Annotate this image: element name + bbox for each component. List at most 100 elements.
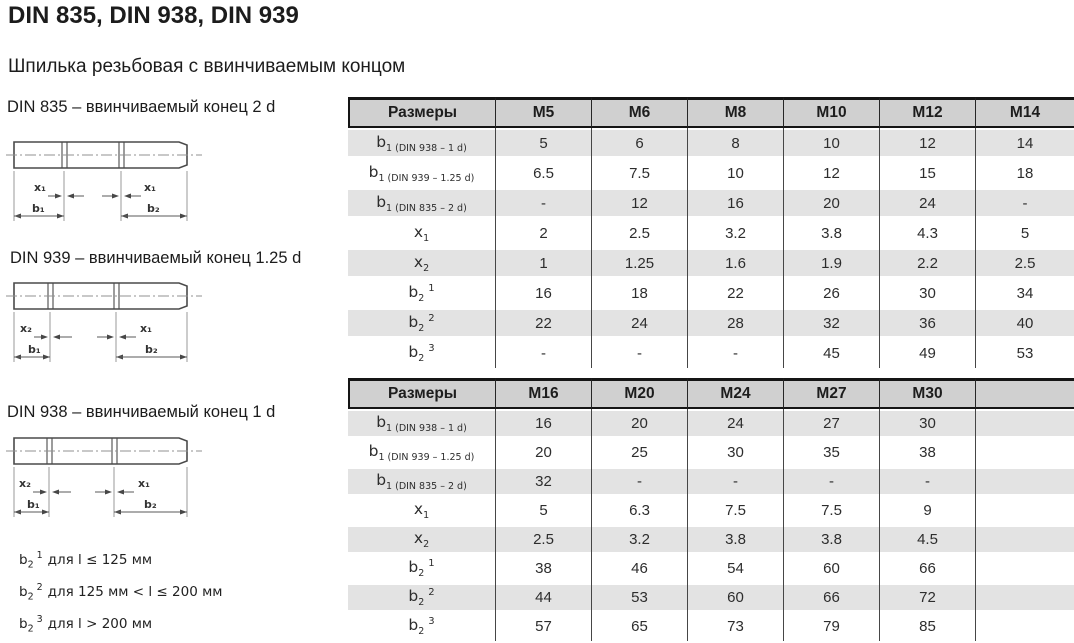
value-cell: 3.8: [784, 525, 880, 554]
value-cell: 36: [880, 308, 976, 338]
dim-label-b1: b₁: [27, 498, 40, 511]
value-cell: 73: [688, 612, 784, 641]
footnote-b2-3: b23 для l > 200 мм: [19, 614, 222, 643]
value-cell: 32: [496, 467, 592, 496]
value-cell: 16: [496, 278, 592, 308]
dim-label-b1: b₁: [28, 343, 41, 356]
value-cell: [976, 496, 1074, 525]
value-cell: 12: [592, 188, 688, 218]
footnote-symbol: b21: [19, 550, 43, 571]
value-cell: 20: [592, 409, 688, 438]
column-header: M30: [880, 378, 976, 409]
row-label: b21: [348, 554, 496, 583]
page-subtitle: Шпилька резьбовая с ввинчиваемым концом: [8, 56, 406, 77]
stud-outline: [6, 282, 202, 310]
value-cell: 20: [784, 188, 880, 218]
value-cell: 6: [592, 128, 688, 158]
value-cell: 2.5: [592, 218, 688, 248]
footnote-text: для l > 200 мм: [47, 615, 153, 632]
table-row: b1 (DIN 835 – 2 d) -12 16 20 24-: [348, 188, 1074, 218]
value-cell: 60: [784, 554, 880, 583]
column-header: M12: [880, 97, 976, 128]
value-cell: 38: [496, 554, 592, 583]
value-cell: 7.5: [688, 496, 784, 525]
stud-drawing-din835: x₁ x₁ b₁ b₂: [6, 141, 202, 221]
value-cell: -: [592, 467, 688, 496]
value-cell: 12: [880, 128, 976, 158]
stud-drawing-din938: x₂ x₁ b₁ b₂: [6, 437, 202, 517]
value-cell: 9: [880, 496, 976, 525]
value-cell: 30: [880, 278, 976, 308]
table-row: b1 (DIN 938 – 1 d) 16 20 24 27 30: [348, 409, 1074, 438]
value-cell: [976, 583, 1074, 612]
value-cell: -: [592, 338, 688, 368]
value-cell: 53: [592, 583, 688, 612]
value-cell: 16: [688, 188, 784, 218]
dim-label-b2: b₂: [144, 498, 157, 511]
value-cell: 15: [880, 158, 976, 188]
value-cell: 28: [688, 308, 784, 338]
dimension-lines: [13, 171, 188, 221]
value-cell: 3.2: [688, 218, 784, 248]
row-label: b1 (DIN 835 – 2 d): [348, 467, 496, 496]
dimensions-table-m5-m14: Размеры M5 M6 M8 M10 M12 M14 b1 (DIN 938 – 1 d)…: [348, 97, 1074, 368]
column-header: M6: [592, 97, 688, 128]
row-label: b21: [348, 278, 496, 308]
value-cell: 30: [688, 438, 784, 467]
footnote-symbol: b22: [19, 582, 43, 603]
dimension-lines: [13, 467, 188, 517]
column-header: M16: [496, 378, 592, 409]
value-cell: 38: [880, 438, 976, 467]
table-row: b1 (DIN 835 – 2 d) 32- - - -: [348, 467, 1074, 496]
value-cell: 8: [688, 128, 784, 158]
value-cell: 2.2: [880, 248, 976, 278]
value-cell: 1.25: [592, 248, 688, 278]
value-cell: 5: [496, 496, 592, 525]
value-cell: -: [688, 338, 784, 368]
value-cell: 60: [688, 583, 784, 612]
value-cell: [976, 467, 1074, 496]
row-label: b23: [348, 612, 496, 641]
row-label: b1 (DIN 939 – 1.25 d): [348, 438, 496, 467]
table-header-row: Размеры M5 M6 M8 M10 M12 M14: [348, 97, 1074, 128]
column-header: [976, 378, 1074, 409]
value-cell: 34: [976, 278, 1074, 308]
value-cell: -: [688, 467, 784, 496]
table-row: b22 44 53 60 66 72: [348, 583, 1074, 612]
value-cell: 7.5: [784, 496, 880, 525]
column-header: M5: [496, 97, 592, 128]
value-cell: 3.2: [592, 525, 688, 554]
table-row: b1 (DIN 938 – 1 d) 5 6 8 10 12 14: [348, 128, 1074, 158]
dim-label-x-left: x₁: [34, 181, 46, 194]
table-row: b21 38 46 54 60 66: [348, 554, 1074, 583]
table-row: b1 (DIN 939 – 1.25 d) 20 25 30 35 38: [348, 438, 1074, 467]
row-label-header: Размеры: [348, 378, 496, 409]
column-header: M10: [784, 97, 880, 128]
value-cell: [976, 525, 1074, 554]
dim-label-x-right: x₁: [144, 181, 156, 194]
value-cell: 6.5: [496, 158, 592, 188]
value-cell: 46: [592, 554, 688, 583]
row-label: b23: [348, 338, 496, 368]
value-cell: 16: [496, 409, 592, 438]
value-cell: 1: [496, 248, 592, 278]
dim-label-b2: b₂: [145, 343, 158, 356]
value-cell: 24: [880, 188, 976, 218]
value-cell: 10: [784, 128, 880, 158]
row-label-header: Размеры: [348, 97, 496, 128]
value-cell: 45: [784, 338, 880, 368]
value-cell: [976, 409, 1074, 438]
value-cell: 22: [688, 278, 784, 308]
row-label: b1 (DIN 938 – 1 d): [348, 409, 496, 438]
row-label: x2: [348, 248, 496, 278]
dim-label-x-left: x₂: [20, 322, 32, 335]
value-cell: 24: [688, 409, 784, 438]
column-header: M8: [688, 97, 784, 128]
value-cell: [976, 554, 1074, 583]
value-cell: 85: [880, 612, 976, 641]
value-cell: 20: [496, 438, 592, 467]
value-cell: 27: [784, 409, 880, 438]
value-cell: 4.3: [880, 218, 976, 248]
value-cell: 49: [880, 338, 976, 368]
value-cell: 1.6: [688, 248, 784, 278]
